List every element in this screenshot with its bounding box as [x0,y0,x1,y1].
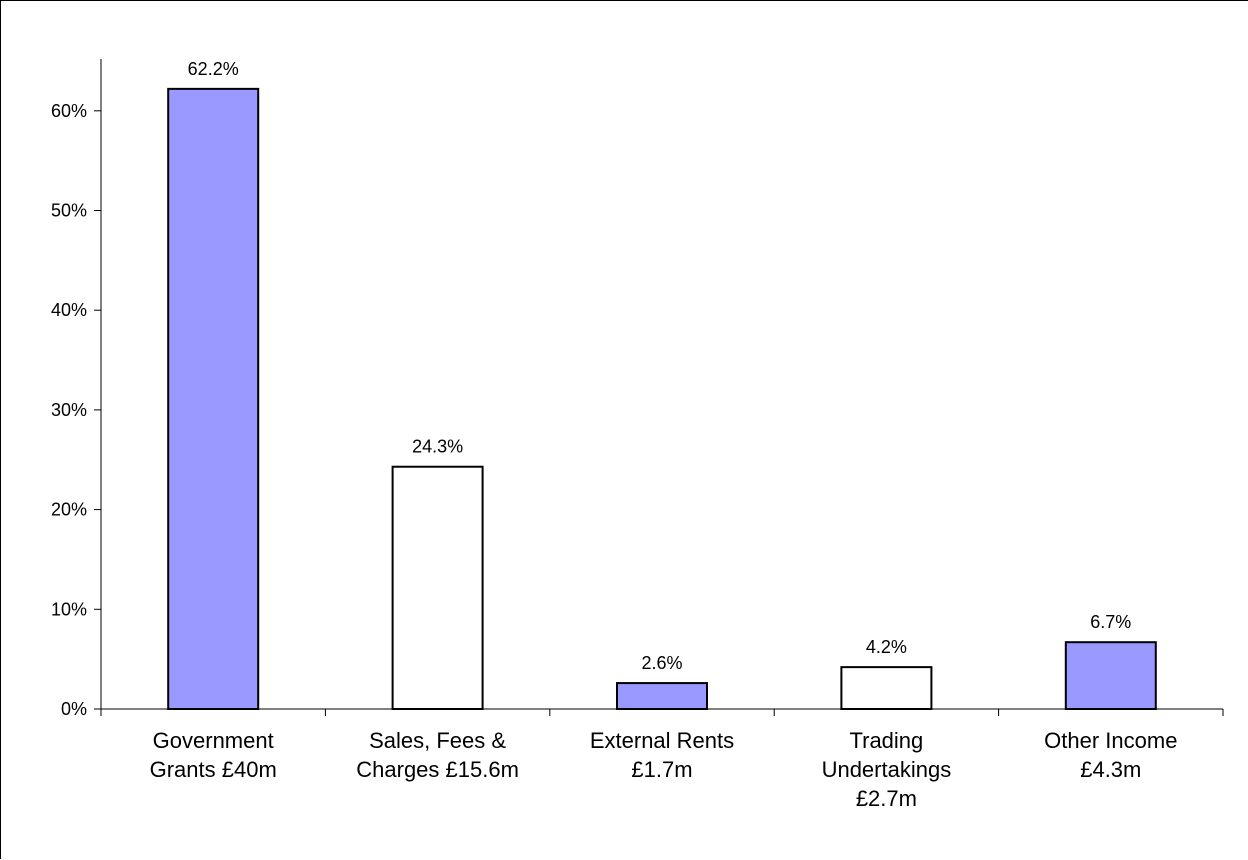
y-tick-label: 10% [51,599,87,619]
x-category-label: Charges £15.6m [356,757,519,782]
y-tick-label: 0% [61,699,87,719]
x-category-label: Grants £40m [150,757,277,782]
bar [840,666,933,710]
data-label: 62.2% [188,59,239,79]
x-category-label: Government [153,728,274,753]
y-tick-label: 40% [51,300,87,320]
x-category-label: Undertakings [822,757,952,782]
bar [167,87,260,710]
data-label: 6.7% [1090,612,1131,632]
x-category-label: Sales, Fees & [369,728,506,753]
y-tick-label: 50% [51,201,87,221]
x-category-label: £1.7m [631,757,692,782]
x-category-label: £2.7m [856,786,917,811]
bar [391,465,484,710]
x-category-label: Trading [850,728,924,753]
x-category-label: External Rents [590,728,734,753]
y-tick-label: 20% [51,500,87,520]
bar [1064,641,1157,710]
y-tick-label: 60% [51,101,87,121]
bar [616,682,708,711]
x-category-label: Other Income [1044,728,1177,753]
data-label: 4.2% [866,637,907,657]
x-category-label: £4.3m [1080,757,1141,782]
data-label: 2.6% [641,653,682,673]
y-tick-label: 30% [51,400,87,420]
data-label: 24.3% [412,437,463,457]
